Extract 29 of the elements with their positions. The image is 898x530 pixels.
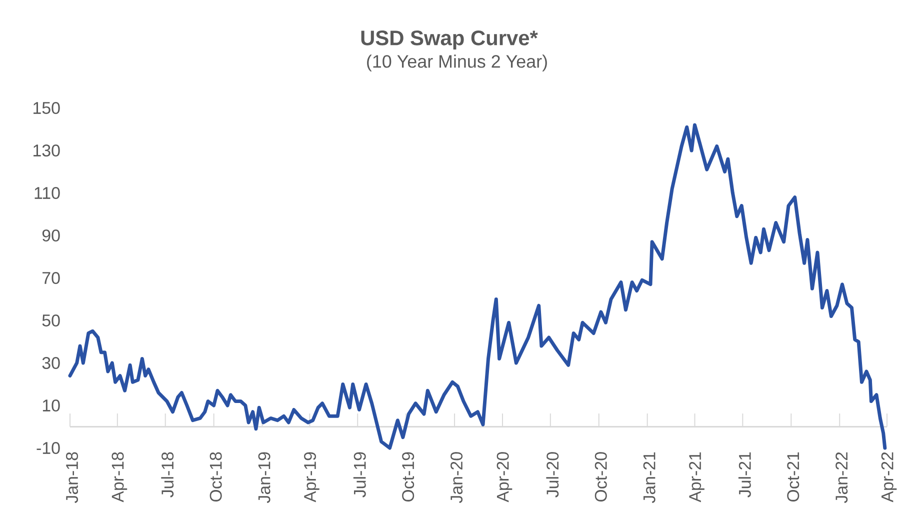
x-tick-label: Apr-18 bbox=[112, 452, 128, 502]
x-tick-label: Jan-19 bbox=[258, 452, 270, 504]
y-tick-label: 30 bbox=[42, 356, 60, 369]
x-tick-label: Jan-21 bbox=[643, 452, 656, 504]
x-tick-label: Oct-20 bbox=[594, 452, 607, 502]
x-tick-label: Jul-21 bbox=[738, 452, 751, 498]
y-tick-label: -10 bbox=[36, 442, 60, 454]
x-tick-label: Apr-19 bbox=[304, 452, 320, 502]
y-tick-label: 90 bbox=[42, 229, 60, 242]
x-tick-label: Oct-19 bbox=[402, 452, 414, 502]
x-tick-label: Jul-18 bbox=[161, 452, 174, 498]
y-tick-label: 50 bbox=[42, 314, 60, 326]
x-tick-label: Jan-20 bbox=[450, 452, 463, 504]
x-tick-label: Jan-18 bbox=[66, 452, 78, 504]
x-tick-label: Jan-22 bbox=[836, 452, 848, 504]
x-tick-label: Jul-20 bbox=[546, 452, 559, 498]
chart-subtitle: (10 Year Minus 2 Year) bbox=[367, 54, 547, 72]
y-tick-label: 70 bbox=[42, 272, 60, 284]
y-tick-label: 10 bbox=[42, 399, 60, 412]
y-tick-label: 150 bbox=[34, 102, 60, 114]
x-tick-label: Oct-21 bbox=[787, 452, 800, 502]
x-tick-label: Apr-22 bbox=[881, 452, 897, 502]
x-tick-label: Jul-19 bbox=[353, 452, 366, 498]
chart-title: USD Swap Curve* bbox=[361, 30, 538, 50]
y-tick-label: 130 bbox=[34, 144, 60, 156]
y-tick-label: 110 bbox=[34, 186, 60, 199]
x-tick-label: Apr-20 bbox=[496, 452, 512, 502]
x-tick-label: Oct-18 bbox=[210, 452, 222, 502]
x-tick-label: Apr-21 bbox=[689, 452, 704, 502]
